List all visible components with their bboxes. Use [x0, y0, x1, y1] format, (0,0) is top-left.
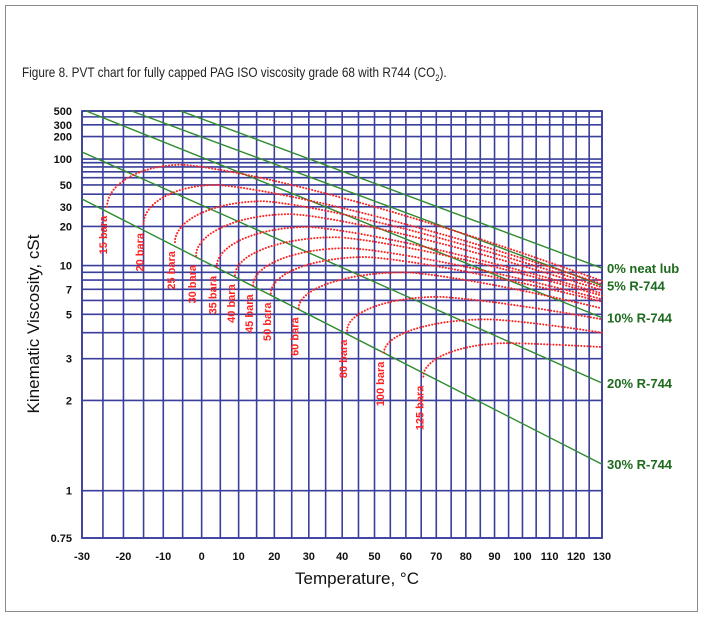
y-tick-label: 0.75: [51, 533, 72, 545]
pressure-curve: [252, 247, 603, 301]
x-tick-label: -10: [155, 551, 171, 563]
x-tick-label: 20: [268, 551, 280, 563]
concentration-line: [131, 110, 603, 287]
y-tick-label: 1: [66, 486, 72, 498]
x-tick-label: 0: [199, 551, 205, 563]
pressure-label: 20 bara: [135, 232, 147, 271]
y-tick-label: 7: [66, 284, 72, 296]
figure-title-subscript: 2: [435, 72, 440, 83]
pressure-curve: [269, 255, 603, 303]
y-axis-label: Kinematic Viscosity, cSt: [24, 234, 43, 413]
pressure-label: 50 bara: [262, 302, 274, 341]
x-tick-label: 120: [567, 551, 585, 563]
x-tick-label: 50: [368, 551, 380, 563]
y-tick-label: 20: [60, 221, 72, 233]
pressure-label: 15 bara: [98, 215, 110, 254]
x-tick-label: 100: [513, 551, 531, 563]
pressure-curve: [234, 236, 603, 297]
y-tick-label: 10: [60, 261, 72, 273]
concentration-label: 10% R-744: [607, 311, 673, 326]
pressure-label: 30 bara: [187, 264, 199, 303]
y-tick-label: 300: [54, 120, 72, 132]
y-tick-label: 200: [54, 132, 72, 144]
y-tick-label: 30: [60, 202, 72, 214]
pressure-curve: [422, 342, 603, 378]
pressure-label: 60 bara: [290, 317, 302, 356]
pressure-curve: [383, 318, 603, 354]
tick-labels: -30 -20 -10 0 10 20 30 40 50 60 70 80 90 100 110 120 130…: [51, 106, 612, 563]
pressure-label: 40 bara: [226, 283, 238, 322]
x-tick-label: 40: [336, 551, 348, 563]
pressure-label: 100 bara: [375, 361, 387, 407]
x-axis-label: Temperature, °C: [295, 569, 419, 588]
pressure-curve: [346, 295, 603, 332]
pressure-curve: [142, 183, 603, 285]
pressure-label: 35 bara: [208, 275, 220, 314]
x-tick-label: 10: [233, 551, 245, 563]
pressure-curve: [297, 271, 603, 310]
concentration-lines: 0% neat lub 5% R-744 10% R-744 20% R-744 30%…: [81, 110, 679, 472]
grid: [81, 110, 603, 539]
pressure-curve: [195, 213, 603, 292]
pressure-curve: [174, 200, 603, 289]
y-tick-label: 2: [66, 395, 72, 407]
figure-frame: [5, 5, 698, 612]
figure-title-main: Figure 8. PVT chart for fully capped PAG…: [22, 64, 436, 80]
concentration-label: 30% R-744: [607, 457, 673, 472]
concentration-label: 5% R-744: [607, 278, 666, 293]
x-tick-label: 90: [488, 551, 500, 563]
figure-title-suffix: ).: [439, 64, 447, 80]
x-tick-label: 130: [593, 551, 611, 563]
pressure-label: 45 bara: [244, 294, 256, 333]
x-tick-label: 110: [541, 551, 559, 563]
y-tick-label: 50: [60, 180, 72, 192]
x-tick-label: -20: [115, 551, 131, 563]
concentration-label: 20% R-744: [607, 376, 673, 391]
pressure-curve: [215, 225, 603, 295]
concentration-line: [180, 110, 603, 269]
pressure-label: 125 bara: [414, 385, 426, 431]
y-tick-label: 5: [66, 309, 72, 321]
y-tick-label: 500: [54, 106, 72, 118]
x-tick-label: 70: [430, 551, 442, 563]
pressure-curves: 15 bara 20 bara 25 bara 30 bara 35 bara 40 ba…: [98, 163, 603, 431]
x-tick-label: -30: [74, 551, 90, 563]
x-tick-label: 80: [460, 551, 472, 563]
x-tick-label: 60: [400, 551, 412, 563]
concentration-line: [81, 198, 603, 465]
plot-border: [81, 110, 603, 539]
figure-title: Figure 8. PVT chart for fully capped PAG…: [22, 64, 447, 83]
x-tick-label: 30: [303, 551, 315, 563]
concentration-label: 0% neat lub: [607, 261, 679, 276]
pressure-curve: [106, 163, 603, 282]
y-tick-label: 3: [66, 354, 72, 366]
y-tick-label: 100: [54, 154, 72, 166]
pressure-label: 80 bara: [338, 339, 350, 378]
concentration-line: [81, 151, 603, 384]
pressure-label: 25 bara: [166, 250, 178, 289]
